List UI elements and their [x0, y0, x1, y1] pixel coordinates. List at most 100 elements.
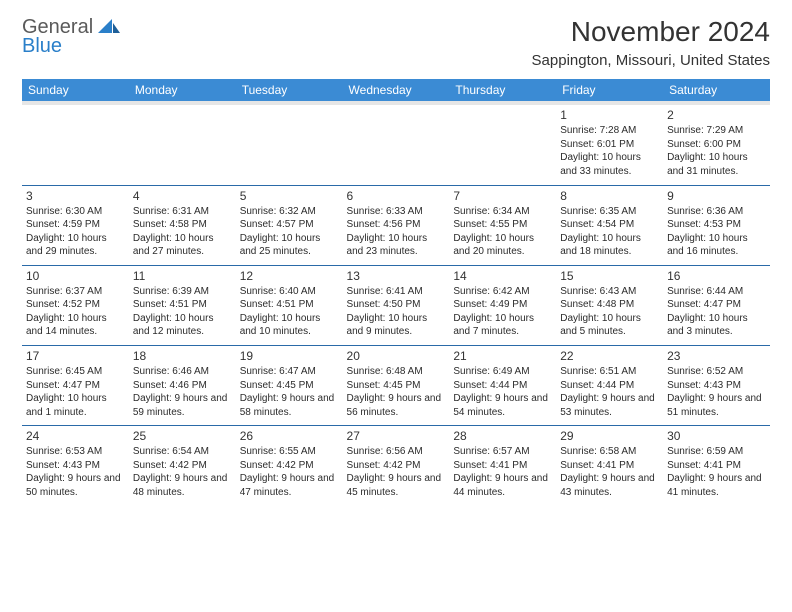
day-cell: [236, 105, 343, 185]
daylight-text: Daylight: 10 hours and 18 minutes.: [560, 232, 659, 259]
day-cell: 30Sunrise: 6:59 AMSunset: 4:41 PMDayligh…: [663, 426, 770, 506]
sunset-text: Sunset: 4:43 PM: [667, 379, 766, 393]
day-number: 15: [560, 268, 659, 284]
day-cell: 15Sunrise: 6:43 AMSunset: 4:48 PMDayligh…: [556, 265, 663, 345]
day-cell: 24Sunrise: 6:53 AMSunset: 4:43 PMDayligh…: [22, 426, 129, 506]
sunset-text: Sunset: 4:48 PM: [560, 298, 659, 312]
daylight-text: Daylight: 10 hours and 29 minutes.: [26, 232, 125, 259]
day-cell: 11Sunrise: 6:39 AMSunset: 4:51 PMDayligh…: [129, 265, 236, 345]
sunset-text: Sunset: 4:41 PM: [667, 459, 766, 473]
sunset-text: Sunset: 4:45 PM: [240, 379, 339, 393]
day-cell: 3Sunrise: 6:30 AMSunset: 4:59 PMDaylight…: [22, 185, 129, 265]
day-cell: 2Sunrise: 7:29 AMSunset: 6:00 PMDaylight…: [663, 105, 770, 185]
sunrise-text: Sunrise: 6:57 AM: [453, 445, 552, 459]
day-cell: 14Sunrise: 6:42 AMSunset: 4:49 PMDayligh…: [449, 265, 556, 345]
day-number: 26: [240, 428, 339, 444]
sunset-text: Sunset: 4:51 PM: [133, 298, 232, 312]
sunrise-text: Sunrise: 6:35 AM: [560, 205, 659, 219]
day-header: Thursday: [449, 79, 556, 101]
sunset-text: Sunset: 4:41 PM: [560, 459, 659, 473]
sunrise-text: Sunrise: 6:49 AM: [453, 365, 552, 379]
sunrise-text: Sunrise: 6:59 AM: [667, 445, 766, 459]
sunrise-text: Sunrise: 6:41 AM: [347, 285, 446, 299]
sunrise-text: Sunrise: 6:47 AM: [240, 365, 339, 379]
day-cell: 20Sunrise: 6:48 AMSunset: 4:45 PMDayligh…: [343, 345, 450, 425]
daylight-text: Daylight: 9 hours and 43 minutes.: [560, 472, 659, 499]
sunrise-text: Sunrise: 6:33 AM: [347, 205, 446, 219]
month-title: November 2024: [532, 16, 770, 48]
daylight-text: Daylight: 9 hours and 44 minutes.: [453, 472, 552, 499]
daylight-text: Daylight: 10 hours and 27 minutes.: [133, 232, 232, 259]
daylight-text: Daylight: 10 hours and 25 minutes.: [240, 232, 339, 259]
sunset-text: Sunset: 4:44 PM: [560, 379, 659, 393]
sunrise-text: Sunrise: 6:53 AM: [26, 445, 125, 459]
brand-sail-icon: [98, 20, 120, 37]
day-cell: [129, 105, 236, 185]
calendar-body: 1Sunrise: 7:28 AMSunset: 6:01 PMDaylight…: [22, 105, 770, 506]
day-number: 23: [667, 348, 766, 364]
day-cell: 8Sunrise: 6:35 AMSunset: 4:54 PMDaylight…: [556, 185, 663, 265]
daylight-text: Daylight: 9 hours and 58 minutes.: [240, 392, 339, 419]
daylight-text: Daylight: 10 hours and 14 minutes.: [26, 312, 125, 339]
sunset-text: Sunset: 4:47 PM: [667, 298, 766, 312]
day-number: 1: [560, 107, 659, 123]
daylight-text: Daylight: 9 hours and 54 minutes.: [453, 392, 552, 419]
sunset-text: Sunset: 6:01 PM: [560, 138, 659, 152]
day-number: 7: [453, 188, 552, 204]
calendar-head: Sunday Monday Tuesday Wednesday Thursday…: [22, 79, 770, 105]
sunset-text: Sunset: 4:54 PM: [560, 218, 659, 232]
day-cell: 25Sunrise: 6:54 AMSunset: 4:42 PMDayligh…: [129, 426, 236, 506]
day-header: Friday: [556, 79, 663, 101]
sunset-text: Sunset: 4:46 PM: [133, 379, 232, 393]
day-number: 9: [667, 188, 766, 204]
day-number: 17: [26, 348, 125, 364]
daylight-text: Daylight: 9 hours and 45 minutes.: [347, 472, 446, 499]
day-cell: 23Sunrise: 6:52 AMSunset: 4:43 PMDayligh…: [663, 345, 770, 425]
title-block: November 2024 Sappington, Missouri, Unit…: [532, 16, 770, 69]
day-number: 30: [667, 428, 766, 444]
day-cell: 4Sunrise: 6:31 AMSunset: 4:58 PMDaylight…: [129, 185, 236, 265]
day-cell: 17Sunrise: 6:45 AMSunset: 4:47 PMDayligh…: [22, 345, 129, 425]
day-header: Saturday: [663, 79, 770, 101]
day-cell: 5Sunrise: 6:32 AMSunset: 4:57 PMDaylight…: [236, 185, 343, 265]
week-row: 3Sunrise: 6:30 AMSunset: 4:59 PMDaylight…: [22, 185, 770, 265]
day-header: Sunday: [22, 79, 129, 101]
day-header: Tuesday: [236, 79, 343, 101]
week-row: 17Sunrise: 6:45 AMSunset: 4:47 PMDayligh…: [22, 345, 770, 425]
sunrise-text: Sunrise: 6:39 AM: [133, 285, 232, 299]
day-cell: 22Sunrise: 6:51 AMSunset: 4:44 PMDayligh…: [556, 345, 663, 425]
sunset-text: Sunset: 6:00 PM: [667, 138, 766, 152]
sunset-text: Sunset: 4:42 PM: [240, 459, 339, 473]
sunset-text: Sunset: 4:58 PM: [133, 218, 232, 232]
sunset-text: Sunset: 4:44 PM: [453, 379, 552, 393]
daylight-text: Daylight: 10 hours and 5 minutes.: [560, 312, 659, 339]
day-number: 19: [240, 348, 339, 364]
brand-text: General Blue: [22, 16, 120, 58]
day-cell: 13Sunrise: 6:41 AMSunset: 4:50 PMDayligh…: [343, 265, 450, 345]
sunrise-text: Sunrise: 6:44 AM: [667, 285, 766, 299]
day-cell: 16Sunrise: 6:44 AMSunset: 4:47 PMDayligh…: [663, 265, 770, 345]
sunrise-text: Sunrise: 6:56 AM: [347, 445, 446, 459]
sunset-text: Sunset: 4:41 PM: [453, 459, 552, 473]
day-number: 8: [560, 188, 659, 204]
sunrise-text: Sunrise: 6:34 AM: [453, 205, 552, 219]
daylight-text: Daylight: 9 hours and 56 minutes.: [347, 392, 446, 419]
day-number: 16: [667, 268, 766, 284]
day-number: 28: [453, 428, 552, 444]
week-row: 10Sunrise: 6:37 AMSunset: 4:52 PMDayligh…: [22, 265, 770, 345]
daylight-text: Daylight: 9 hours and 59 minutes.: [133, 392, 232, 419]
day-number: 12: [240, 268, 339, 284]
daylight-text: Daylight: 10 hours and 23 minutes.: [347, 232, 446, 259]
sunrise-text: Sunrise: 6:55 AM: [240, 445, 339, 459]
sunset-text: Sunset: 4:43 PM: [26, 459, 125, 473]
day-cell: 1Sunrise: 7:28 AMSunset: 6:01 PMDaylight…: [556, 105, 663, 185]
sunrise-text: Sunrise: 6:51 AM: [560, 365, 659, 379]
day-number: 4: [133, 188, 232, 204]
sunrise-text: Sunrise: 6:32 AM: [240, 205, 339, 219]
daylight-text: Daylight: 10 hours and 33 minutes.: [560, 151, 659, 178]
sunrise-text: Sunrise: 6:30 AM: [26, 205, 125, 219]
sunrise-text: Sunrise: 6:36 AM: [667, 205, 766, 219]
sunset-text: Sunset: 4:47 PM: [26, 379, 125, 393]
sunset-text: Sunset: 4:52 PM: [26, 298, 125, 312]
sunrise-text: Sunrise: 6:48 AM: [347, 365, 446, 379]
